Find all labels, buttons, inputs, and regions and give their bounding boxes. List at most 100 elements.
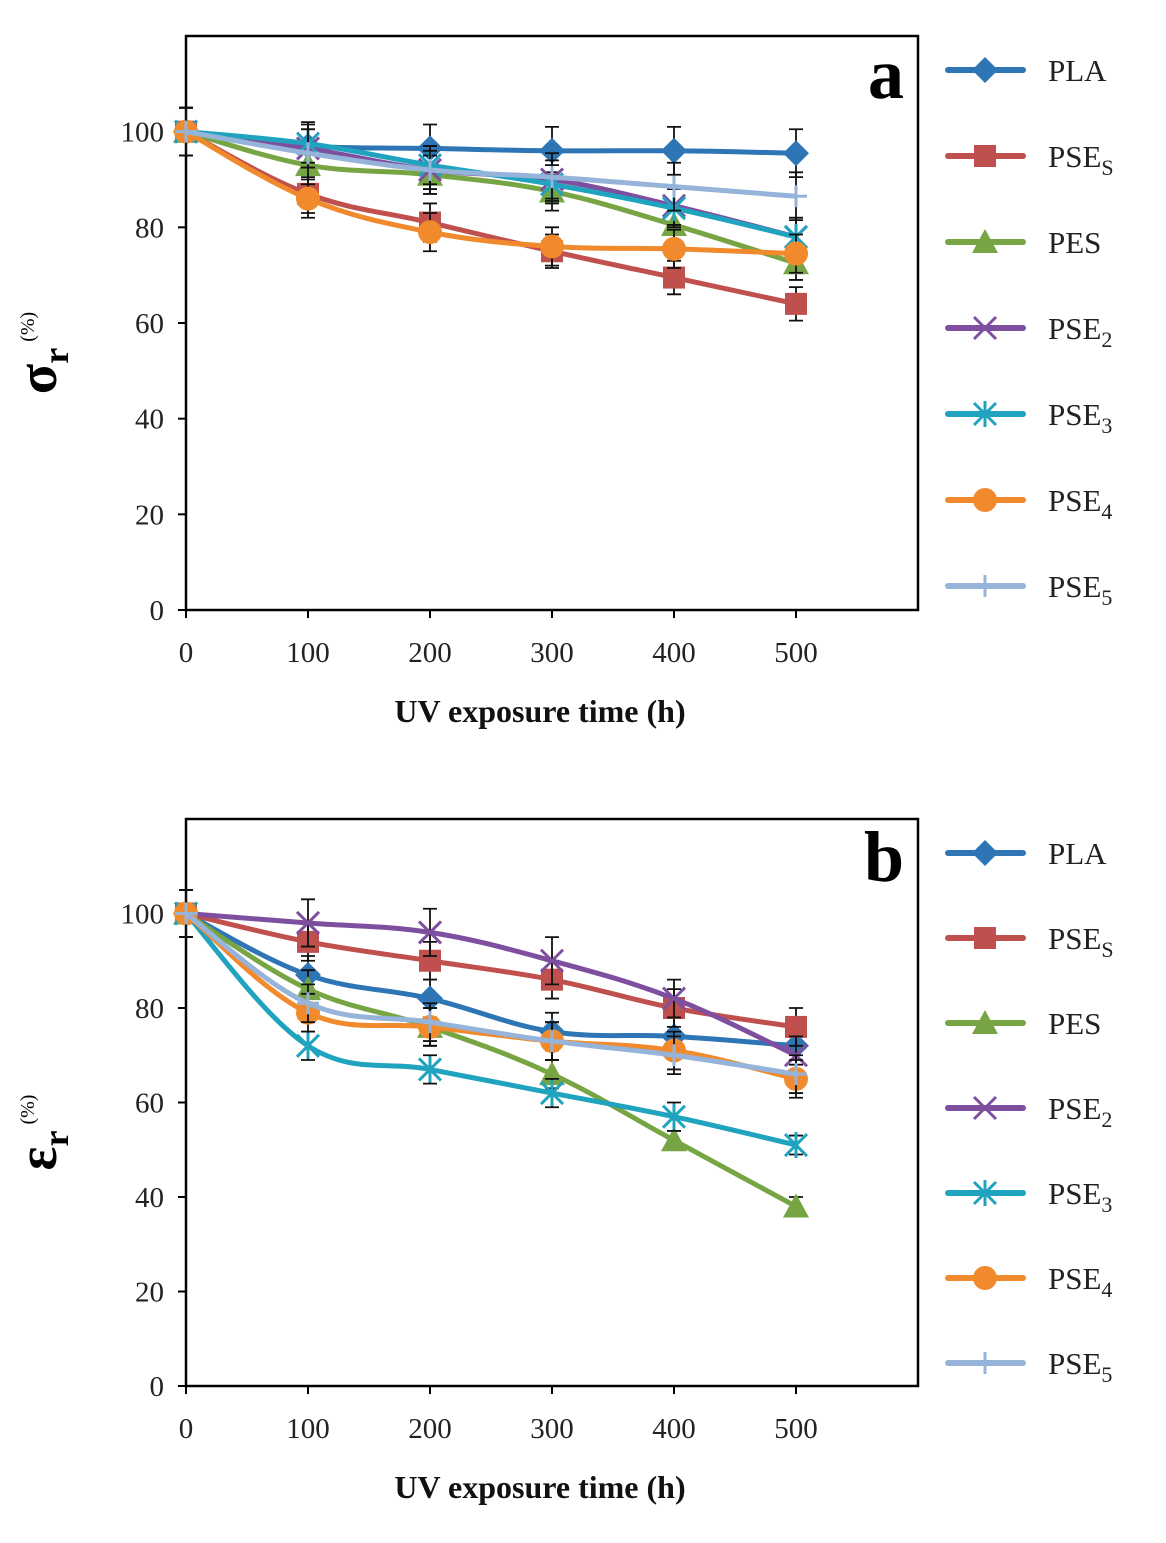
series-b-PSE2 xyxy=(173,888,809,1076)
series-line-b-PSE2 xyxy=(183,911,799,1058)
x-axis-label-b: UV exposure time (h) xyxy=(394,1469,685,1505)
series-a-PSE4 xyxy=(174,106,808,274)
legend-item-a-PSE5: PSE5 xyxy=(945,569,1112,610)
legend-item-a-PSE3: PSE3 xyxy=(945,397,1112,438)
x-tick-label-b-500: 500 xyxy=(774,1413,818,1445)
data-point-b-PES-500 xyxy=(783,1193,809,1218)
data-point-a-PSE5-100 xyxy=(297,142,319,165)
legend-label-b-PSE2: PSE2 xyxy=(1048,1091,1112,1132)
legend-label-b-PSE3: PSE3 xyxy=(1048,1176,1112,1217)
data-point-a-PSE4-400 xyxy=(662,236,686,261)
y-axis-label-a: σr (%) xyxy=(7,312,76,394)
series-line-b-PSE4 xyxy=(183,911,799,1082)
series-line-b-PSES xyxy=(183,911,799,1030)
legend-item-a-PLA: PLA xyxy=(945,53,1107,88)
series-b-PSE5 xyxy=(175,888,807,1094)
data-point-a-PLA-300 xyxy=(539,137,565,164)
legend-label-b-PSES: PSES xyxy=(1048,921,1114,962)
plot-frame-a xyxy=(184,34,920,612)
data-point-b-PSE5-100 xyxy=(297,992,319,1015)
legend-item-b-PSE4: PSE4 xyxy=(945,1261,1112,1302)
data-point-a-PSE4-500 xyxy=(784,241,808,266)
y-tick-label-a-20: 20 xyxy=(135,499,164,531)
chart-b-svg: 0 20 40 60 80 100 0 100 200 300 400 500 UV exposure … xyxy=(7,817,1114,1505)
panel-letter-a: a xyxy=(868,34,904,114)
legend-marker-b-PSE4 xyxy=(973,1266,997,1290)
x-tick-label-a-300: 300 xyxy=(530,637,574,669)
legend-label-a-PSE3: PSE3 xyxy=(1048,397,1112,438)
y-tick-label-b-80: 80 xyxy=(135,993,164,1025)
y-tick-label-b-40: 40 xyxy=(135,1182,164,1214)
data-point-b-PSE3-500 xyxy=(783,1132,809,1159)
chart-panel-b: 0 20 40 60 80 100 0 100 200 300 400 500 UV exposure … xyxy=(0,771,1166,1543)
data-point-a-PSE4-300 xyxy=(540,234,564,259)
legend-marker-b-PES xyxy=(972,1010,998,1034)
legend-a: PLA PSES PES PSE2 PSE3 PSE4 PSE5 xyxy=(945,53,1114,610)
x-tick-label-a-100: 100 xyxy=(286,637,330,669)
y-tick-label-a-60: 60 xyxy=(135,308,164,340)
x-tick-label-b-100: 100 xyxy=(286,1413,330,1445)
series-line-a-PES xyxy=(183,129,799,266)
y-axis-subscript-a: r xyxy=(36,348,76,364)
data-point-a-PSE4-200 xyxy=(418,220,442,245)
legend-item-b-PES: PES xyxy=(945,1006,1101,1041)
legend-label-a-PLA: PLA xyxy=(1048,53,1107,88)
data-point-b-PSE5-400 xyxy=(663,1044,685,1067)
legend-item-a-PSES: PSES xyxy=(945,139,1114,180)
data-point-b-PSE2-400 xyxy=(661,986,687,1011)
legend-label-b-PES: PES xyxy=(1048,1006,1101,1041)
y-tick-label-a-100: 100 xyxy=(121,117,165,149)
y-tick-label-a-80: 80 xyxy=(135,212,164,244)
legend-marker-a-PSE5 xyxy=(974,575,996,597)
legend-marker-b-PSE5 xyxy=(974,1352,996,1374)
series-line-a-PSE5 xyxy=(183,129,799,199)
legend-b: PLA PSES PES PSE2 PSE3 PSE4 PSE5 xyxy=(945,836,1114,1387)
panel-letter-b: b xyxy=(864,817,904,897)
legend-label-a-PSES: PSES xyxy=(1048,139,1114,180)
legend-item-b-PLA: PLA xyxy=(945,836,1107,871)
data-point-b-PSE2-200 xyxy=(417,920,443,945)
data-point-b-PSE3-300 xyxy=(539,1080,565,1107)
data-point-b-PES-400 xyxy=(661,1127,687,1152)
data-point-b-PSE5-300 xyxy=(541,1030,563,1053)
data-point-a-PLA-400 xyxy=(661,137,687,164)
series-line-a-PSE4 xyxy=(183,129,799,257)
legend-label-a-PES: PES xyxy=(1048,225,1101,260)
legend-label-a-PSE5: PSE5 xyxy=(1048,569,1112,610)
x-tick-label-b-0: 0 xyxy=(179,1413,194,1445)
chart-panel-a: 0 20 40 60 80 100 0 100 200 300 400 500 UV exposure … xyxy=(0,0,1166,771)
x-tick-label-a-500: 500 xyxy=(774,637,818,669)
legend-marker-b-PSE2 xyxy=(972,1095,998,1121)
data-point-b-PSE3-100 xyxy=(295,1032,321,1059)
legend-label-b-PSE4: PSE4 xyxy=(1048,1261,1112,1302)
y-axis-symbol-b: ε xyxy=(7,1147,69,1171)
y-tick-label-a-40: 40 xyxy=(135,404,164,436)
y-axis-unit-a: (%) xyxy=(17,312,39,342)
y-tick-label-b-20: 20 xyxy=(135,1277,164,1309)
svg-text:σr(%): σr (%) xyxy=(7,312,76,394)
x-tick-label-b-400: 400 xyxy=(652,1413,696,1445)
data-point-b-PSE3-400 xyxy=(661,1103,687,1130)
legend-item-a-PES: PES xyxy=(945,225,1101,260)
y-tick-label-b-0: 0 xyxy=(150,1371,165,1403)
data-point-b-PSE5-500 xyxy=(785,1063,807,1086)
data-point-a-PSE4-100 xyxy=(296,186,320,211)
data-point-a-PSE5-200 xyxy=(419,158,441,181)
y-axis-label-b: εr (%) xyxy=(7,1095,76,1171)
data-point-a-PSE5-300 xyxy=(541,166,563,189)
series-b-PES xyxy=(173,888,809,1218)
series-line-b-PSE5 xyxy=(183,911,799,1077)
x-tick-label-a-400: 400 xyxy=(652,637,696,669)
data-point-a-PLA-500 xyxy=(783,140,809,167)
y-axis-symbol-a: σ xyxy=(7,363,69,394)
svg-text:εr(%): εr (%) xyxy=(7,1095,76,1171)
x-tick-label-a-200: 200 xyxy=(408,637,452,669)
legend-item-b-PSES: PSES xyxy=(945,921,1114,962)
legend-marker-a-PSE2 xyxy=(972,315,998,341)
legend-marker-a-PLA xyxy=(972,57,998,83)
legend-label-a-PSE4: PSE4 xyxy=(1048,483,1112,524)
data-point-b-PSE5-0 xyxy=(175,902,197,925)
series-b-PSE3 xyxy=(173,888,809,1159)
chart-a-svg: 0 20 40 60 80 100 0 100 200 300 400 500 UV exposure … xyxy=(7,34,1114,729)
legend-label-a-PSE2: PSE2 xyxy=(1048,311,1112,352)
